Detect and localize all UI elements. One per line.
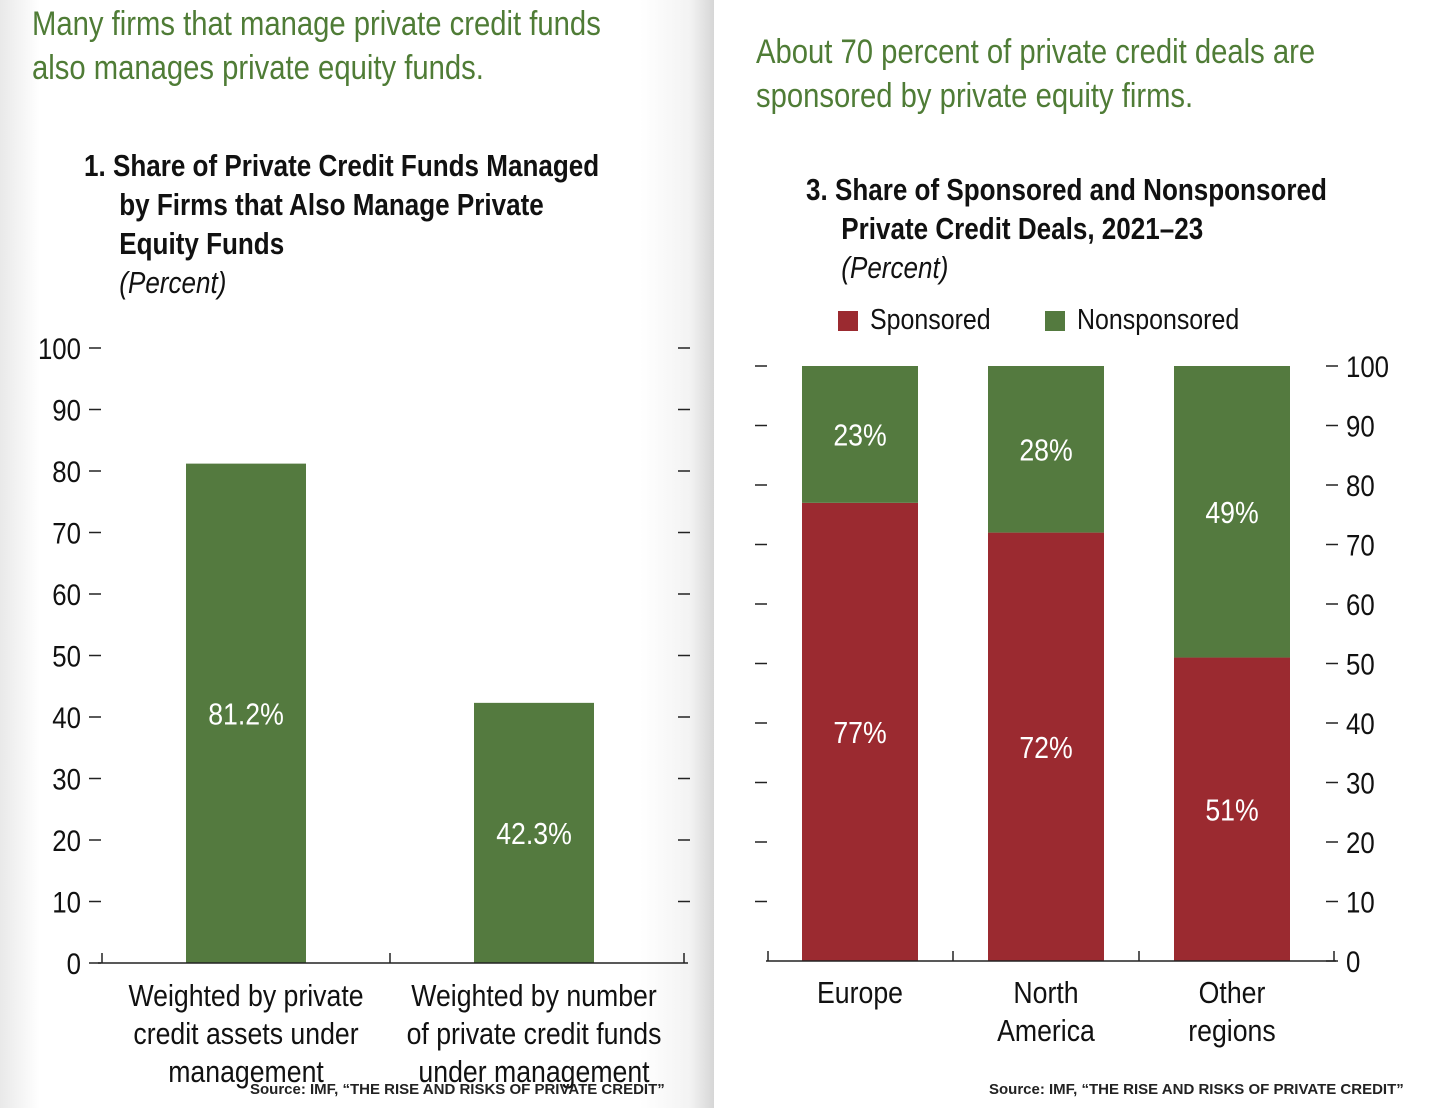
right-panel: About 70 percent of private credit deals… — [714, 0, 1440, 1108]
left-headline-line-2: also manages private equity funds. — [32, 49, 484, 87]
chart1-data-label: 42.3% — [496, 817, 572, 851]
chart3-bar-nonsponsored — [988, 366, 1104, 533]
chart3-data-label-sponsored: 72% — [1019, 731, 1072, 765]
left-source: Source: IMF, “THE RISE AND RISKS OF PRIV… — [250, 1081, 665, 1098]
chart3-title-line-2: Private Credit Deals, 2021–23 — [841, 211, 1204, 246]
chart3-title: 3. Share of Sponsored and Nonsponsored P… — [806, 170, 1327, 287]
chart3-bar-sponsored — [988, 532, 1104, 961]
legend-swatch-nonsponsored — [1045, 310, 1065, 331]
chart3-bar-nonsponsored — [1174, 366, 1290, 658]
chart3-y-tick-label: 0 — [1346, 945, 1360, 978]
chart1-y-tick-label: 30 — [52, 763, 81, 796]
chart3-y-tick-label: 90 — [1346, 410, 1375, 443]
chart3-y-tick-label: 70 — [1346, 529, 1375, 562]
chart3-y-tick-label: 40 — [1346, 707, 1375, 740]
left-headline-line-1: Many firms that manage private credit fu… — [32, 5, 601, 43]
chart3-bar-sponsored — [802, 502, 918, 961]
left-panel: Many firms that manage private credit fu… — [0, 0, 714, 1108]
chart1-category-label: under management — [418, 1055, 649, 1089]
chart1-bar — [474, 702, 594, 963]
right-headline: About 70 percent of private credit deals… — [756, 30, 1315, 118]
chart1-category-label: of private credit funds — [407, 1017, 662, 1051]
left-headline: Many firms that manage private credit fu… — [32, 2, 601, 90]
right-headline-line-2: sponsored by private equity firms. — [756, 77, 1194, 115]
legend-sponsored: Sponsored — [838, 304, 1010, 337]
chart1-y-tick-label: 70 — [52, 517, 81, 550]
chart1-svg: 81.2% 42.3% 0 10 20 30 40 50 60 70 80 90 100 Weighted… — [38, 332, 690, 1090]
legend-swatch-sponsored — [838, 310, 858, 331]
chart1-unit: (Percent) — [119, 265, 227, 300]
chart1-data-label: 81.2% — [208, 698, 284, 732]
chart3-y-tick-label: 30 — [1346, 767, 1375, 800]
chart3-unit: (Percent) — [841, 250, 949, 285]
chart1-bar — [186, 463, 306, 963]
chart3-y-tick-label: 10 — [1346, 886, 1375, 919]
chart3-category-label: Other — [1199, 976, 1266, 1010]
legend-label-nonsponsored: Nonsponsored — [1077, 304, 1240, 336]
chart1-y-tick-label: 10 — [52, 886, 81, 919]
legend-nonsponsored: Nonsponsored — [1045, 304, 1266, 337]
chart1-y-tick-label: 20 — [52, 824, 81, 857]
chart1-y-tick-label: 90 — [52, 394, 81, 427]
chart3-y-tick-label: 60 — [1346, 588, 1375, 621]
chart3-y-tick-label: 100 — [1346, 350, 1389, 383]
chart3-data-label-nonsponsored: 23% — [833, 419, 886, 453]
chart3-bar-nonsponsored — [802, 366, 918, 503]
chart1-y-tick-label: 60 — [52, 578, 81, 611]
chart1-category-label: credit assets under — [133, 1017, 359, 1051]
chart1-title: 1. Share of Private Credit Funds Managed… — [84, 146, 599, 302]
chart3-category-label: Europe — [817, 976, 903, 1010]
chart1-y-tick-label: 100 — [38, 332, 81, 365]
chart3-data-label-sponsored: 77% — [833, 716, 886, 750]
chart1-y-tick-label: 80 — [52, 455, 81, 488]
chart1-y-tick-label: 40 — [52, 701, 81, 734]
chart1-category-label: management — [168, 1055, 324, 1089]
chart1-category-label: Weighted by private — [128, 979, 363, 1013]
right-source: Source: IMF, “THE RISE AND RISKS OF PRIV… — [989, 1081, 1404, 1098]
chart3-category-label: regions — [1188, 1014, 1275, 1048]
chart3-category-label: North — [1013, 976, 1078, 1010]
chart3-title-line-1: 3. Share of Sponsored and Nonsponsored — [806, 172, 1327, 207]
legend-label-sponsored: Sponsored — [870, 304, 991, 336]
right-headline-line-1: About 70 percent of private credit deals… — [756, 33, 1316, 71]
chart3-y-tick-label: 20 — [1346, 826, 1375, 859]
chart1-title-line-1: 1. Share of Private Credit Funds Managed — [84, 148, 600, 183]
chart1-title-line-2: by Firms that Also Manage Private — [119, 187, 544, 222]
chart3-y-tick-label: 80 — [1346, 469, 1375, 502]
chart1-category-label: Weighted by number — [411, 979, 657, 1013]
chart3-data-label-nonsponsored: 28% — [1019, 433, 1072, 467]
chart3-category-label: America — [997, 1014, 1096, 1048]
chart3-bar-sponsored — [1174, 657, 1290, 961]
chart3-svg: 77% 23% 72% 28% 51% 49% 0 10 20 30 40 50 60 70 80 90 100… — [755, 350, 1389, 1049]
chart1-y-tick-label: 50 — [52, 640, 81, 673]
chart3-data-label-nonsponsored: 49% — [1205, 496, 1258, 530]
chart3-y-tick-label: 50 — [1346, 648, 1375, 681]
chart1-y-tick-label: 0 — [67, 947, 81, 980]
chart1-title-line-3: Equity Funds — [119, 226, 285, 261]
chart3-data-label-sponsored: 51% — [1205, 793, 1258, 827]
